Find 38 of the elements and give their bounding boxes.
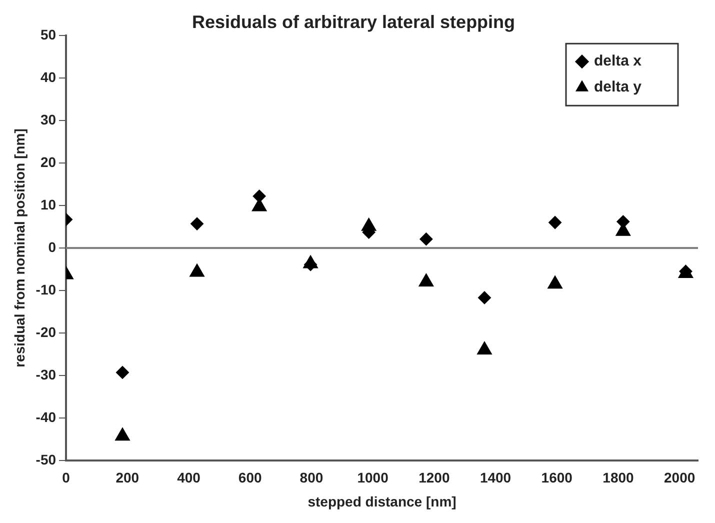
y-tick-label: 50 — [40, 26, 56, 42]
y-tick-label: -40 — [36, 408, 56, 425]
x-tick-label: 1800 — [602, 470, 634, 486]
point — [548, 216, 562, 230]
x-tick-label: 1000 — [357, 470, 389, 486]
x-tick-label: 1200 — [418, 470, 450, 486]
y-tick-label: 10 — [40, 196, 56, 212]
point — [548, 276, 562, 289]
point — [477, 341, 492, 354]
point — [616, 215, 630, 228]
x-tick-label: 600 — [238, 470, 262, 486]
y-tick-label: -50 — [36, 451, 56, 468]
y-tick-label: 30 — [40, 111, 56, 128]
x-tick-label: 2000 — [664, 470, 696, 486]
y-tick-label: 40 — [40, 68, 56, 85]
y-tick-label: -30 — [36, 366, 56, 382]
legend-label: delta y — [594, 78, 642, 96]
x-tick-label: 200 — [116, 470, 140, 486]
point — [190, 217, 204, 230]
x-tick-label: 1600 — [541, 470, 573, 486]
y-axis-title: residual from nominal position [nm] — [11, 128, 28, 368]
y-tick-label: 0 — [48, 238, 56, 255]
x-axis-title: stepped distance [nm] — [308, 493, 456, 510]
x-tick-label: 1400 — [480, 470, 512, 486]
x-tick-label: 400 — [177, 470, 201, 486]
x-tick-label: 0 — [62, 470, 70, 486]
y-tick-label: 20 — [40, 154, 56, 170]
point — [420, 232, 433, 246]
point — [478, 291, 491, 304]
x-tick-label: 800 — [300, 470, 324, 486]
point — [115, 428, 130, 441]
y-tick-label: -10 — [36, 281, 56, 298]
point — [418, 273, 434, 286]
legend-label: delta x — [594, 52, 642, 70]
chart-title: Residuals of arbitrary lateral stepping — [192, 12, 516, 32]
y-tick-label: -20 — [36, 324, 56, 340]
point — [190, 264, 204, 277]
point — [252, 190, 266, 203]
